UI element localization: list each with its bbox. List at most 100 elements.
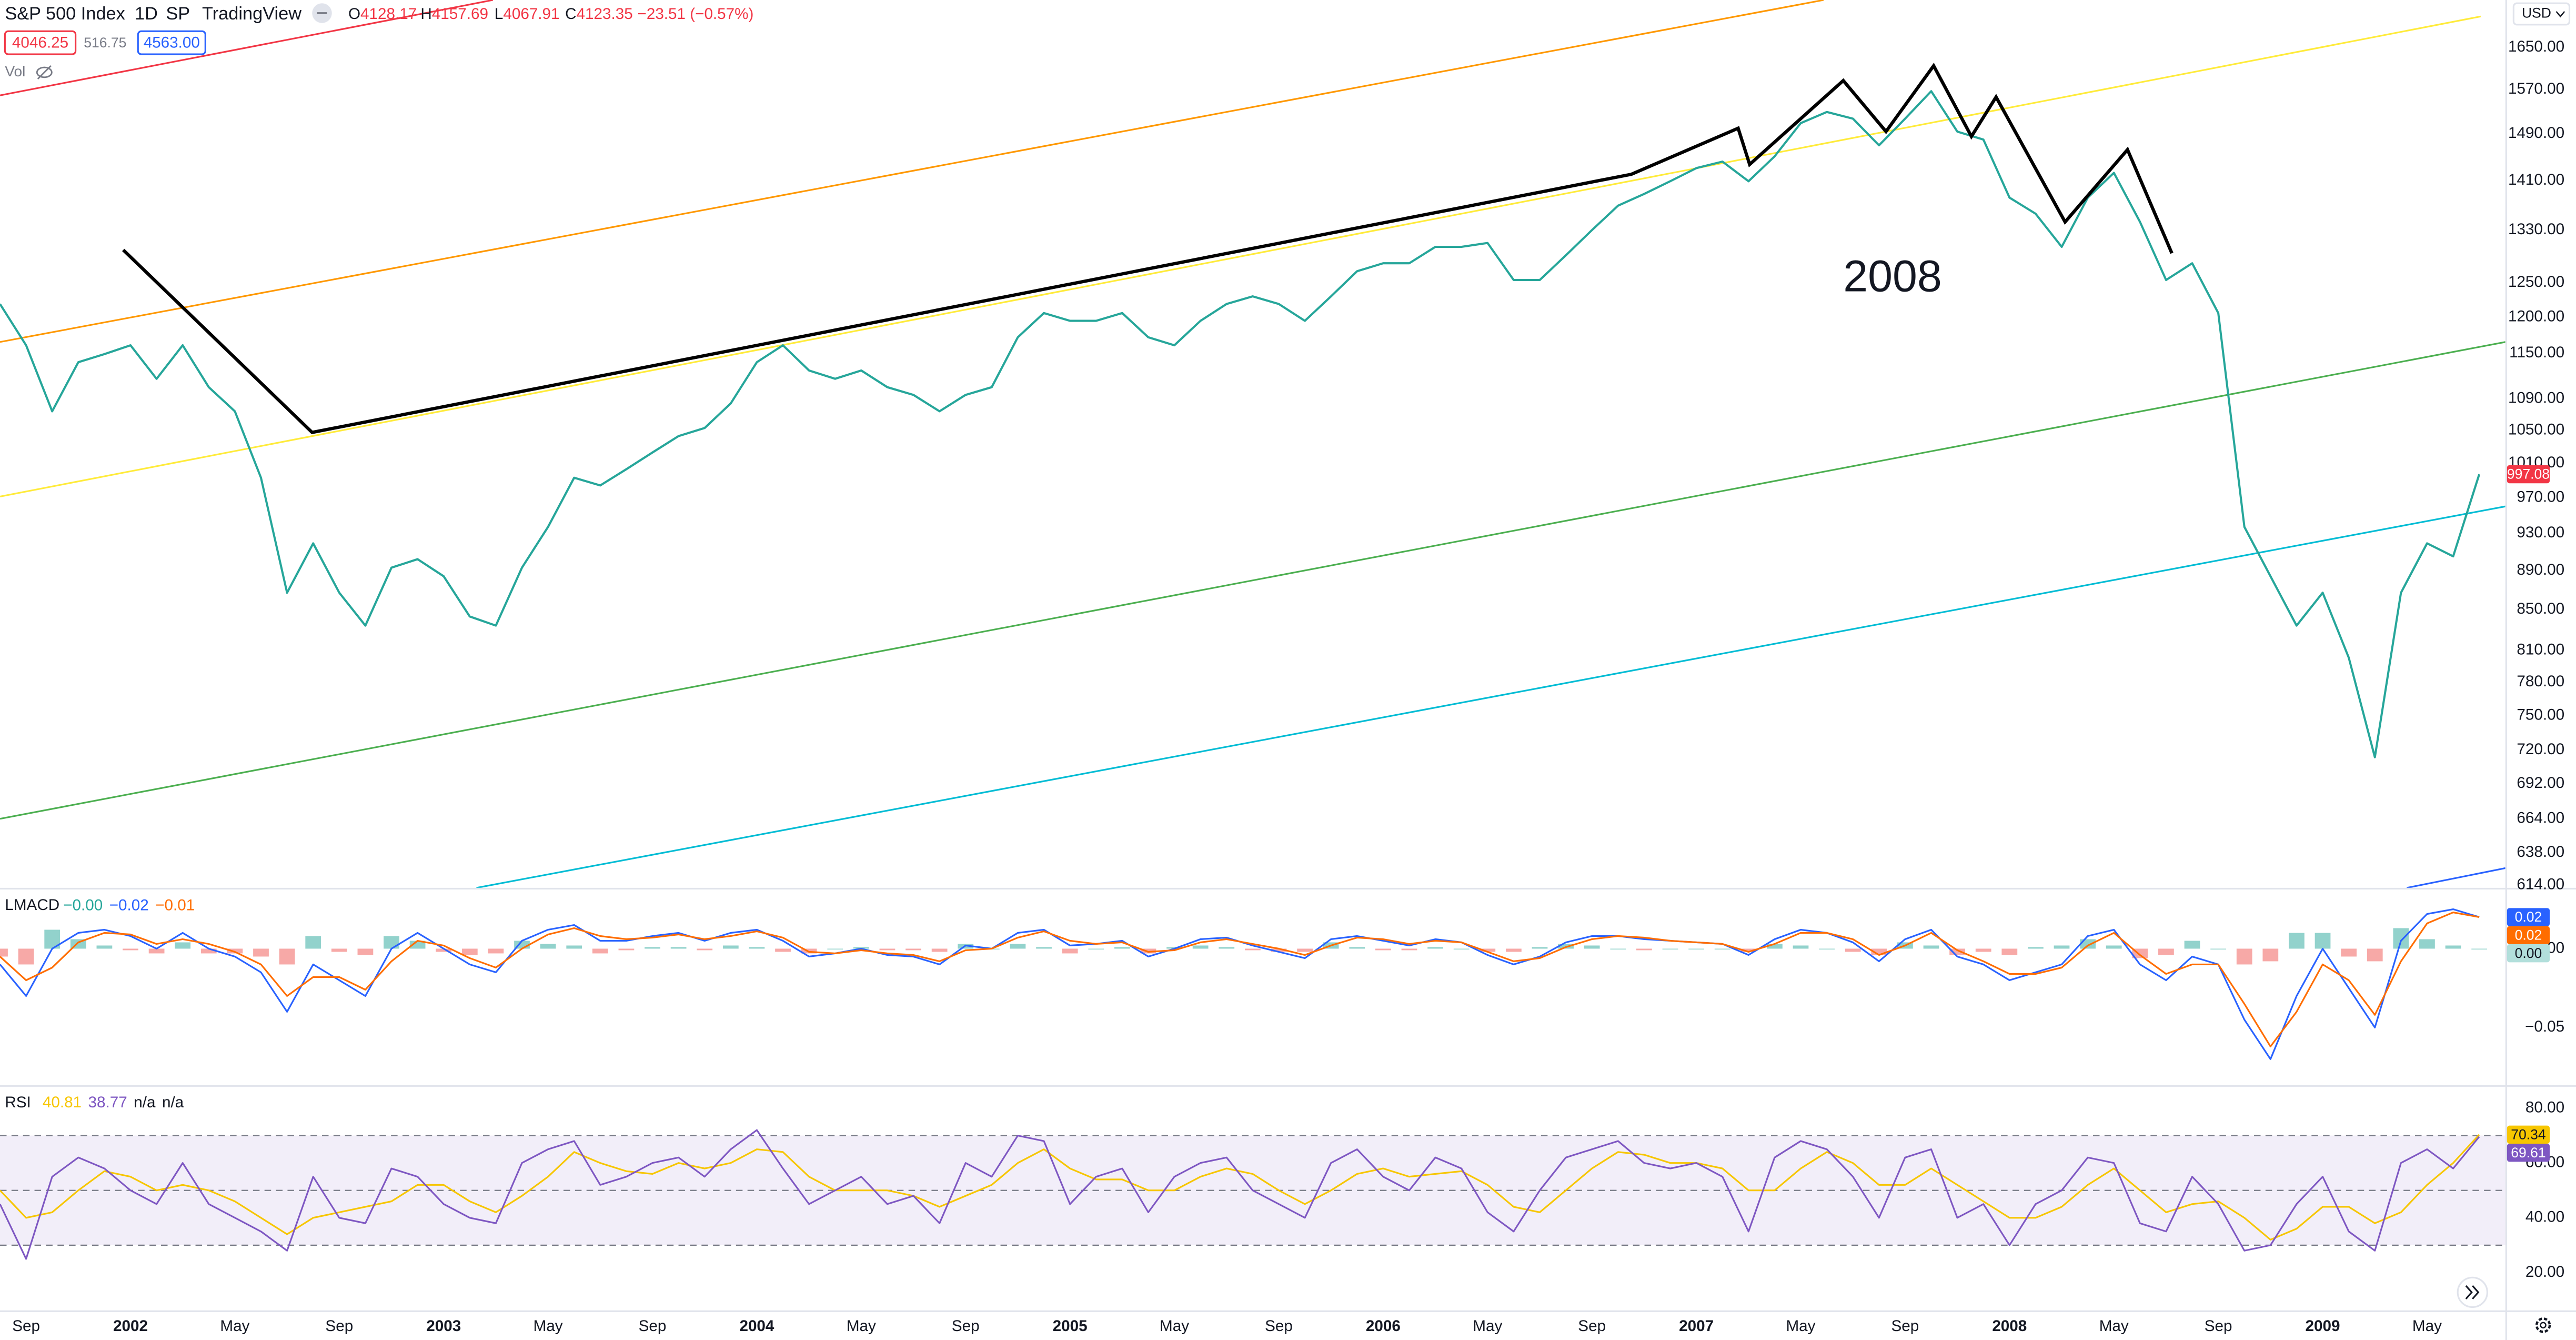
interval: 1D [135,4,158,24]
x-tick-label: May [1160,1317,1189,1335]
histogram-bar [2289,933,2305,949]
x-tick-label: 2005 [1053,1317,1088,1335]
y-tick-label: 1090.00 [2508,389,2564,406]
histogram-bar [1584,945,1600,949]
indicator-line [0,1134,2480,1241]
indicator-line [0,1129,2480,1260]
y-tick-label: 780.00 [2517,673,2564,690]
histogram-bar [1923,945,1939,949]
price-badge-label: 70.34 [2511,1126,2545,1142]
histogram-bar [1506,948,1522,952]
x-tick-label: May [534,1317,563,1335]
histogram-bar [148,948,165,954]
x-tick-label: 2009 [2306,1317,2340,1335]
histogram-bar [175,942,191,949]
trend-line [0,0,1824,343]
histogram-bar [1036,947,1052,949]
ohlc-value: 4123.35 [577,5,633,23]
histogram-bar [2210,948,2226,950]
histogram-bar [1349,947,1365,949]
y-tick-label: 614.00 [2517,876,2564,893]
x-tick-label: May [1786,1317,1815,1335]
histogram-bar [775,948,791,952]
histogram-bar [0,948,8,957]
currency: USD [2522,5,2551,21]
y-tick-label: 930.00 [2517,524,2564,541]
scroll-to-latest-button[interactable] [2457,1276,2488,1308]
histogram-bar [2028,947,2044,949]
histogram-bar [931,948,948,952]
y-tick-label: 664.00 [2517,809,2564,826]
histogram-bar [1010,944,1026,949]
x-tick-label: Sep [1265,1317,1293,1335]
histogram-bar [1610,948,1626,950]
histogram-bar [592,948,608,954]
histogram-bar [488,948,504,954]
price-line [0,90,2481,758]
y-tick-label: 40.00 [2525,1208,2564,1226]
histogram-bar [645,947,660,949]
histogram-bar [1114,947,1130,949]
histogram-bar [1636,948,1652,951]
x-tick-label: May [847,1317,876,1335]
histogram-bar [1740,948,1757,952]
header: S&P 500 Index 1D SP TradingView O4128.17… [5,4,753,24]
hide-icon[interactable] [36,65,53,79]
histogram-bar [253,948,269,957]
histogram-bar [1088,948,1104,950]
x-tick-label: Sep [12,1317,40,1335]
price-badge-label: 0.02 [2515,927,2542,943]
y-tick-label: 20.00 [2525,1263,2564,1281]
exchange: SP [166,4,190,24]
y-tick-label: 1330.00 [2508,221,2564,238]
ask-box[interactable] [137,30,206,55]
x-tick-label: Sep [952,1317,980,1335]
y-tick-label: 750.00 [2517,706,2564,723]
histogram-bar [1845,948,1861,952]
x-tick-label: May [1473,1317,1502,1335]
histogram-bar [2419,939,2435,949]
y-tick-label: 1250.00 [2508,273,2564,291]
x-tick-label: 2007 [1679,1317,1714,1335]
trend-line [476,505,2505,888]
y-tick-label: 1570.00 [2508,80,2564,97]
histogram-bar [123,948,138,951]
y-tick-label: 1200.00 [2508,308,2564,325]
x-tick-label: 2006 [1366,1317,1401,1335]
histogram-bar [2341,948,2357,957]
price-badge [2507,926,2550,945]
ohlc-value: 4157.69 [432,5,488,23]
x-tick-label: May [2412,1317,2442,1335]
legend-status: n/a [162,1094,184,1111]
settings-button[interactable] [2535,1317,2551,1333]
histogram-bar [879,948,895,951]
histogram-bar [1192,945,1209,949]
x-tick-label: 2004 [739,1317,774,1335]
y-tick-label: 1150.00 [2509,344,2564,361]
ohlc-prefix: O [348,5,360,23]
y-tick-label: 720.00 [2517,741,2564,758]
histogram-bar [409,941,426,949]
price-badge-label: 69.61 [2511,1145,2545,1161]
legend-status: n/a [134,1094,156,1111]
histogram-bar [1949,948,1965,955]
ohlc-prefix: C [565,5,576,23]
trend-line [0,341,2505,820]
drawings [0,0,2505,888]
indicator-legend: 40.81 38.77 n/a n/a [43,1094,184,1111]
legend-status: 38.77 [88,1094,127,1111]
indicator-title: LMACD [5,896,59,914]
ask-price: 4563.00 [144,34,200,52]
price-badge-label: 997.08 [2507,466,2550,482]
x-tick-label: Sep [639,1317,667,1335]
price-badge [2507,1144,2550,1162]
bid-box[interactable] [4,30,77,55]
histogram-bar [1375,948,1391,951]
histogram-bar [2236,948,2252,965]
x-tick-label: Sep [1891,1317,1919,1335]
toggle-button[interactable] [312,3,332,23]
indicator-title: RSI [5,1094,31,1111]
currency-button[interactable]: USD [2512,2,2571,26]
y-tick-label: 80.00 [2525,1098,2564,1116]
histogram-bar [1819,948,1835,950]
